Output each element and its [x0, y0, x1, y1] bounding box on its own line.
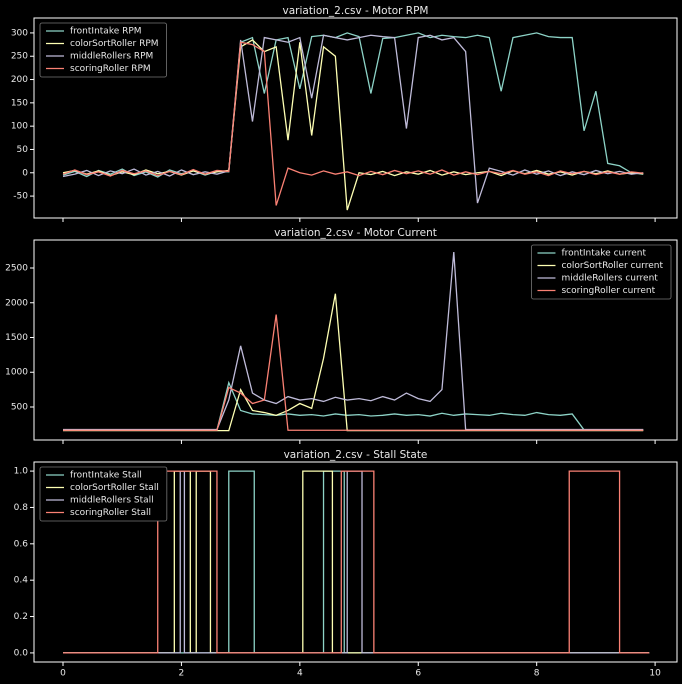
- chart-title: variation_2.csv - Motor Current: [274, 227, 437, 239]
- chart-title: variation_2.csv - Stall State: [284, 449, 428, 461]
- legend-box: [39, 466, 168, 522]
- y-tick-label: 0: [22, 168, 28, 178]
- legend-label: colorSortRoller current: [561, 261, 663, 271]
- series-line: [62, 39, 644, 211]
- legend-label: middleRollers current: [561, 274, 658, 284]
- legend-label: frontIntake RPM: [70, 27, 142, 37]
- legend-label: frontIntake Stall: [70, 471, 142, 481]
- y-tick-label: 150: [11, 98, 28, 108]
- y-tick-label: 300: [11, 28, 28, 38]
- x-tick-label: 6: [415, 669, 421, 679]
- legend: frontIntake Stall colorSortRoller Stall mi…: [39, 466, 168, 522]
- series-line: [62, 34, 644, 204]
- y-tick-label: 500: [11, 402, 28, 412]
- y-tick-label: 2500: [5, 264, 28, 274]
- legend-box: [39, 22, 167, 78]
- series-line: [63, 251, 644, 431]
- x-tick-label: 2: [179, 669, 185, 679]
- series-line: [63, 293, 644, 432]
- y-tick-label: -50: [13, 192, 28, 202]
- y-tick-label: 0.6: [14, 539, 29, 549]
- chart-title: variation_2.csv - Motor RPM: [283, 5, 429, 17]
- y-tick-label: 0.0: [14, 648, 29, 658]
- legend-label: scoringRoller RPM: [70, 64, 151, 74]
- y-tick-label: 0.4: [14, 576, 29, 586]
- legend: frontIntake current colorSortRoller curre…: [531, 244, 672, 300]
- legend-label: colorSortRoller RPM: [70, 39, 159, 49]
- axes-frame: [33, 461, 678, 663]
- series-line: [62, 41, 644, 206]
- series-line: [63, 470, 650, 654]
- legend-label: middleRollers RPM: [70, 52, 153, 62]
- y-tick-label: 1000: [5, 368, 28, 378]
- series-line: [62, 32, 644, 178]
- y-tick-label: 1500: [5, 333, 28, 343]
- axes-frame: [33, 239, 678, 441]
- y-tick-label: 0.2: [14, 612, 28, 622]
- x-tick-label: 8: [534, 669, 540, 679]
- legend-label: scoringRoller Stall: [70, 508, 151, 518]
- y-tick-label: 50: [17, 145, 29, 155]
- legend-label: frontIntake current: [561, 249, 646, 259]
- legend-label: middleRollers Stall: [70, 496, 154, 506]
- series-line: [63, 314, 644, 431]
- y-tick-label: 2000: [5, 298, 28, 308]
- x-tick-label: 10: [649, 669, 661, 679]
- y-tick-label: 100: [11, 122, 28, 132]
- legend: frontIntake RPM colorSortRoller RPM middle…: [39, 22, 167, 78]
- x-tick-label: 4: [297, 669, 303, 679]
- axes-frame: [33, 17, 678, 219]
- y-tick-label: 1.0: [14, 467, 29, 477]
- y-tick-label: 200: [11, 75, 28, 85]
- legend-box: [531, 244, 672, 300]
- legend-label: colorSortRoller Stall: [70, 483, 159, 493]
- series-line: [63, 380, 644, 431]
- legend-label: scoringRoller current: [561, 286, 655, 296]
- y-tick-label: 250: [11, 52, 28, 62]
- y-tick-label: 0.8: [14, 503, 29, 513]
- x-tick-label: 0: [60, 669, 66, 679]
